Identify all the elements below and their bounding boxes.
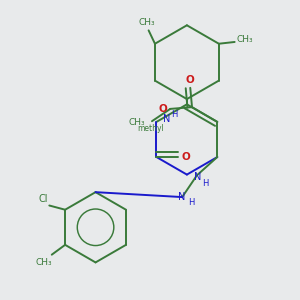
- Text: CH₃: CH₃: [236, 35, 253, 44]
- Text: N: N: [178, 192, 186, 202]
- Text: CH₃: CH₃: [36, 258, 52, 267]
- Text: CH₃: CH₃: [139, 18, 155, 27]
- Text: O: O: [182, 152, 190, 162]
- Text: N: N: [163, 114, 171, 124]
- Text: O: O: [186, 75, 195, 85]
- Text: Cl: Cl: [38, 194, 48, 204]
- Text: O: O: [158, 104, 167, 114]
- Text: CH₃: CH₃: [129, 118, 146, 127]
- Text: N: N: [194, 172, 201, 182]
- Text: H: H: [188, 198, 194, 207]
- Text: H: H: [172, 110, 178, 119]
- Text: methyl: methyl: [137, 124, 164, 134]
- Text: H: H: [202, 178, 208, 188]
